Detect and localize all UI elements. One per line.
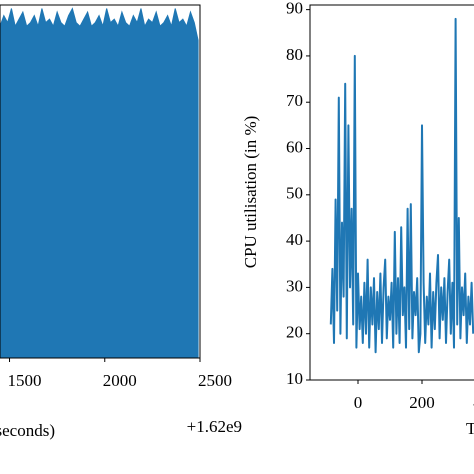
y-tick-label: 10 xyxy=(286,369,303,388)
x-tick-label: 0 xyxy=(354,393,363,412)
x-offset-label: +1.62e9 xyxy=(187,417,242,436)
y-tick-label: 80 xyxy=(286,45,303,64)
x-axis-label: Time (in seconds) xyxy=(0,421,55,440)
axes-frame xyxy=(0,4,201,359)
y-tick-label: 20 xyxy=(286,323,303,342)
x-axis-label: Time (in seconds) xyxy=(466,419,474,438)
axes-frame xyxy=(309,4,474,381)
y-axis-label: CPU utilisation (in %) xyxy=(241,116,260,269)
x-tick-label: 2500 xyxy=(198,371,232,390)
y-tick-label: 50 xyxy=(286,184,303,203)
y-tick-label: 30 xyxy=(286,276,303,295)
y-tick-label: 60 xyxy=(286,137,303,156)
band-area xyxy=(0,7,199,359)
x-tick-label: 1500 xyxy=(8,371,42,390)
cpu-line xyxy=(329,17,474,354)
y-tick-label: 90 xyxy=(286,0,303,18)
x-tick-label: 200 xyxy=(409,393,435,412)
x-tick-label: 2000 xyxy=(103,371,137,390)
y-tick-label: 70 xyxy=(286,91,303,110)
y-tick-label: 40 xyxy=(286,230,303,249)
